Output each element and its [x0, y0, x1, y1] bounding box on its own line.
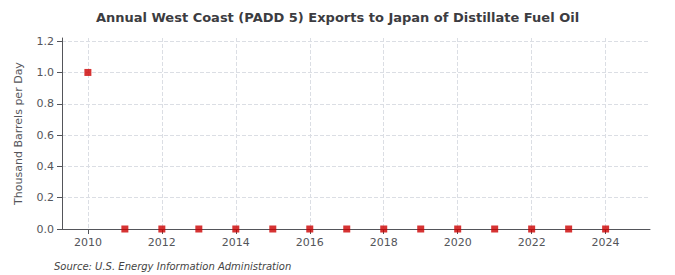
- svg-text:2014: 2014: [222, 236, 250, 249]
- svg-text:2010: 2010: [74, 236, 102, 249]
- svg-text:Thousand Barrels per Day: Thousand Barrels per Day: [12, 62, 25, 206]
- svg-text:Annual West Coast (PADD 5) Exp: Annual West Coast (PADD 5) Exports to Ja…: [96, 10, 579, 25]
- svg-text:2024: 2024: [592, 236, 620, 249]
- svg-text:0.6: 0.6: [37, 129, 55, 142]
- svg-text:2018: 2018: [370, 236, 398, 249]
- svg-text:2020: 2020: [444, 236, 472, 249]
- svg-text:2022: 2022: [518, 236, 546, 249]
- svg-text:0.4: 0.4: [37, 160, 55, 173]
- svg-text:0.2: 0.2: [37, 191, 55, 204]
- svg-text:0.0: 0.0: [37, 223, 55, 236]
- svg-text:Source: U.S. Energy Informatio: Source: U.S. Energy Information Administ…: [54, 261, 291, 272]
- svg-text:1.2: 1.2: [37, 35, 55, 48]
- svg-text:0.8: 0.8: [37, 97, 55, 110]
- svg-text:2012: 2012: [148, 236, 176, 249]
- svg-text:1.0: 1.0: [37, 66, 55, 79]
- svg-text:2016: 2016: [296, 236, 324, 249]
